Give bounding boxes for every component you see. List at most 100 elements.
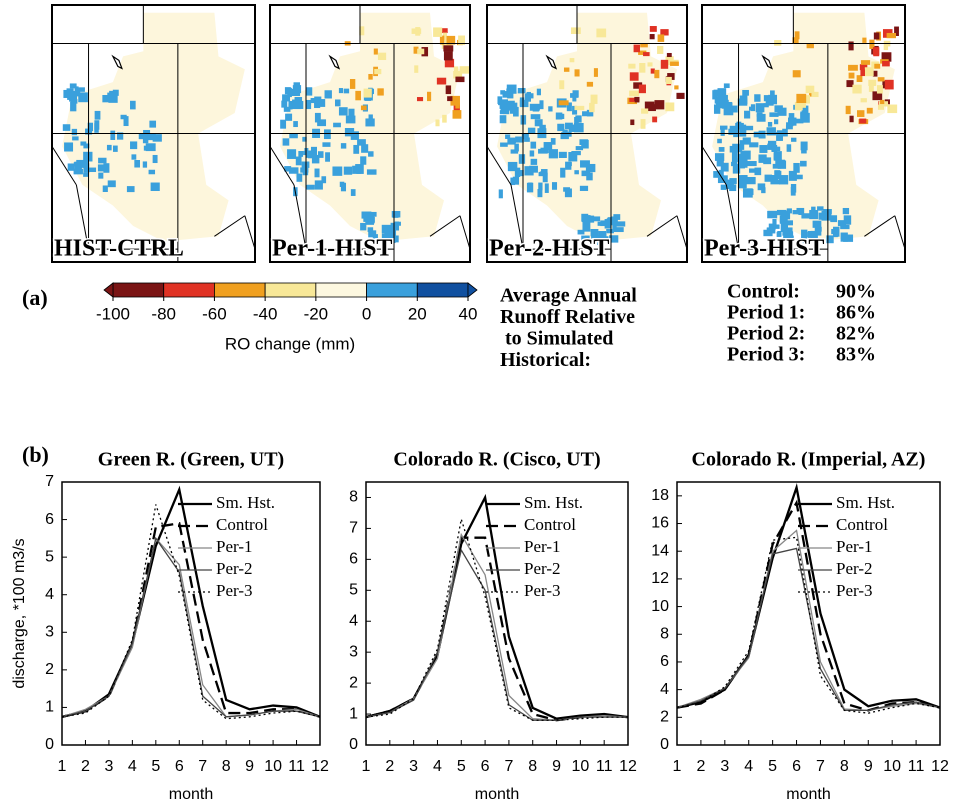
map-cell [500,90,506,95]
map-cell [741,150,751,160]
map-cell [310,98,319,104]
map-cell [869,39,875,49]
map-cell [774,40,782,46]
map-cell [842,207,850,215]
map-cell [723,83,730,89]
map-cell [801,105,809,114]
legend-label: Sm. Hst. [216,493,275,512]
colorbar-tick-label: -100 [96,304,130,323]
map-cell [676,92,685,99]
map-cell [792,210,801,215]
map-cell [796,93,807,104]
map-cell [394,221,401,226]
map-cell [64,142,74,152]
map-cell [729,125,739,134]
map-cell [280,119,287,129]
map-cell [606,229,614,234]
legend-label: Per-2 [216,559,252,578]
map-cell [729,145,739,153]
map-cell [761,187,766,194]
map-cell [633,44,640,53]
map-cell [794,174,803,180]
map-cell [746,176,756,185]
map-cell [505,134,511,139]
x-tick-label: 10 [883,758,901,775]
map-cell [737,158,748,168]
series-line [61,536,321,718]
map-cell [768,223,776,230]
x-axis-label: month [169,786,213,803]
map-cell [716,96,725,104]
map-cell [507,92,514,99]
map-cell [338,107,348,116]
map-cell [775,159,786,165]
map-cell [143,145,149,151]
map-cell [798,210,804,216]
map-cell [766,227,776,234]
legend-label: Control [524,515,576,534]
y-tick-label: 14 [651,542,669,559]
y-tick-label: 6 [660,653,669,670]
map-cell [392,213,399,218]
map-cell [340,143,347,149]
x-tick-label: 3 [104,758,113,775]
map-cell [152,154,158,164]
y-tick-label: 1 [349,705,358,722]
map-cell [363,88,372,98]
map-cell [285,113,293,121]
map-cell [131,154,137,160]
map-cell [741,175,748,181]
map-cell [300,167,309,173]
map-cell [150,182,160,192]
x-tick-label: 10 [264,758,282,775]
map-cell [809,209,819,220]
map-cell [852,84,862,94]
map-cell [70,101,77,112]
map-cell [574,69,580,77]
x-tick-label: 11 [596,758,613,775]
map-cell [106,144,112,151]
map-cell [288,100,293,110]
map-cell [872,91,883,101]
map-cell [292,99,301,110]
legend-label: Per-1 [836,537,872,556]
x-tick-label: 9 [552,758,561,775]
map-cell [67,163,75,171]
map-cell [507,161,518,172]
x-tick-label: 4 [744,758,753,775]
map-cell [732,163,741,174]
map-cell [435,119,440,127]
map-cell [647,62,653,67]
x-tick-label: 11 [288,758,305,775]
map-cell [649,26,657,32]
map-cell [145,143,156,152]
map-cell [609,235,619,243]
map-cell [714,97,719,104]
y-tick-label: 6 [45,511,54,528]
map-cell [767,210,778,219]
colorbar-segment [264,282,317,298]
map-cell [665,76,672,85]
map-cell [543,142,553,150]
state-line [676,215,688,250]
colorbar-segment [366,282,418,298]
state-line [459,215,471,250]
map-cell [442,32,447,41]
colorbar-tick-label: 0 [362,304,371,323]
map-cell [74,161,82,172]
map-cell [360,105,367,111]
map-label: Per-1-HIST [272,236,392,262]
map-cell [634,96,640,102]
map-cell [758,154,767,163]
map-cell [770,90,775,99]
colorbar-tick-label: -60 [202,304,227,323]
map-cell [785,125,793,130]
map-cell [783,220,794,226]
map-cell [846,80,854,88]
map-cell [742,188,753,198]
map-cell [613,214,621,220]
map-cell [444,58,455,68]
map-cell [108,95,118,103]
y-tick-label: 2 [349,674,358,691]
map-cell [814,226,822,236]
